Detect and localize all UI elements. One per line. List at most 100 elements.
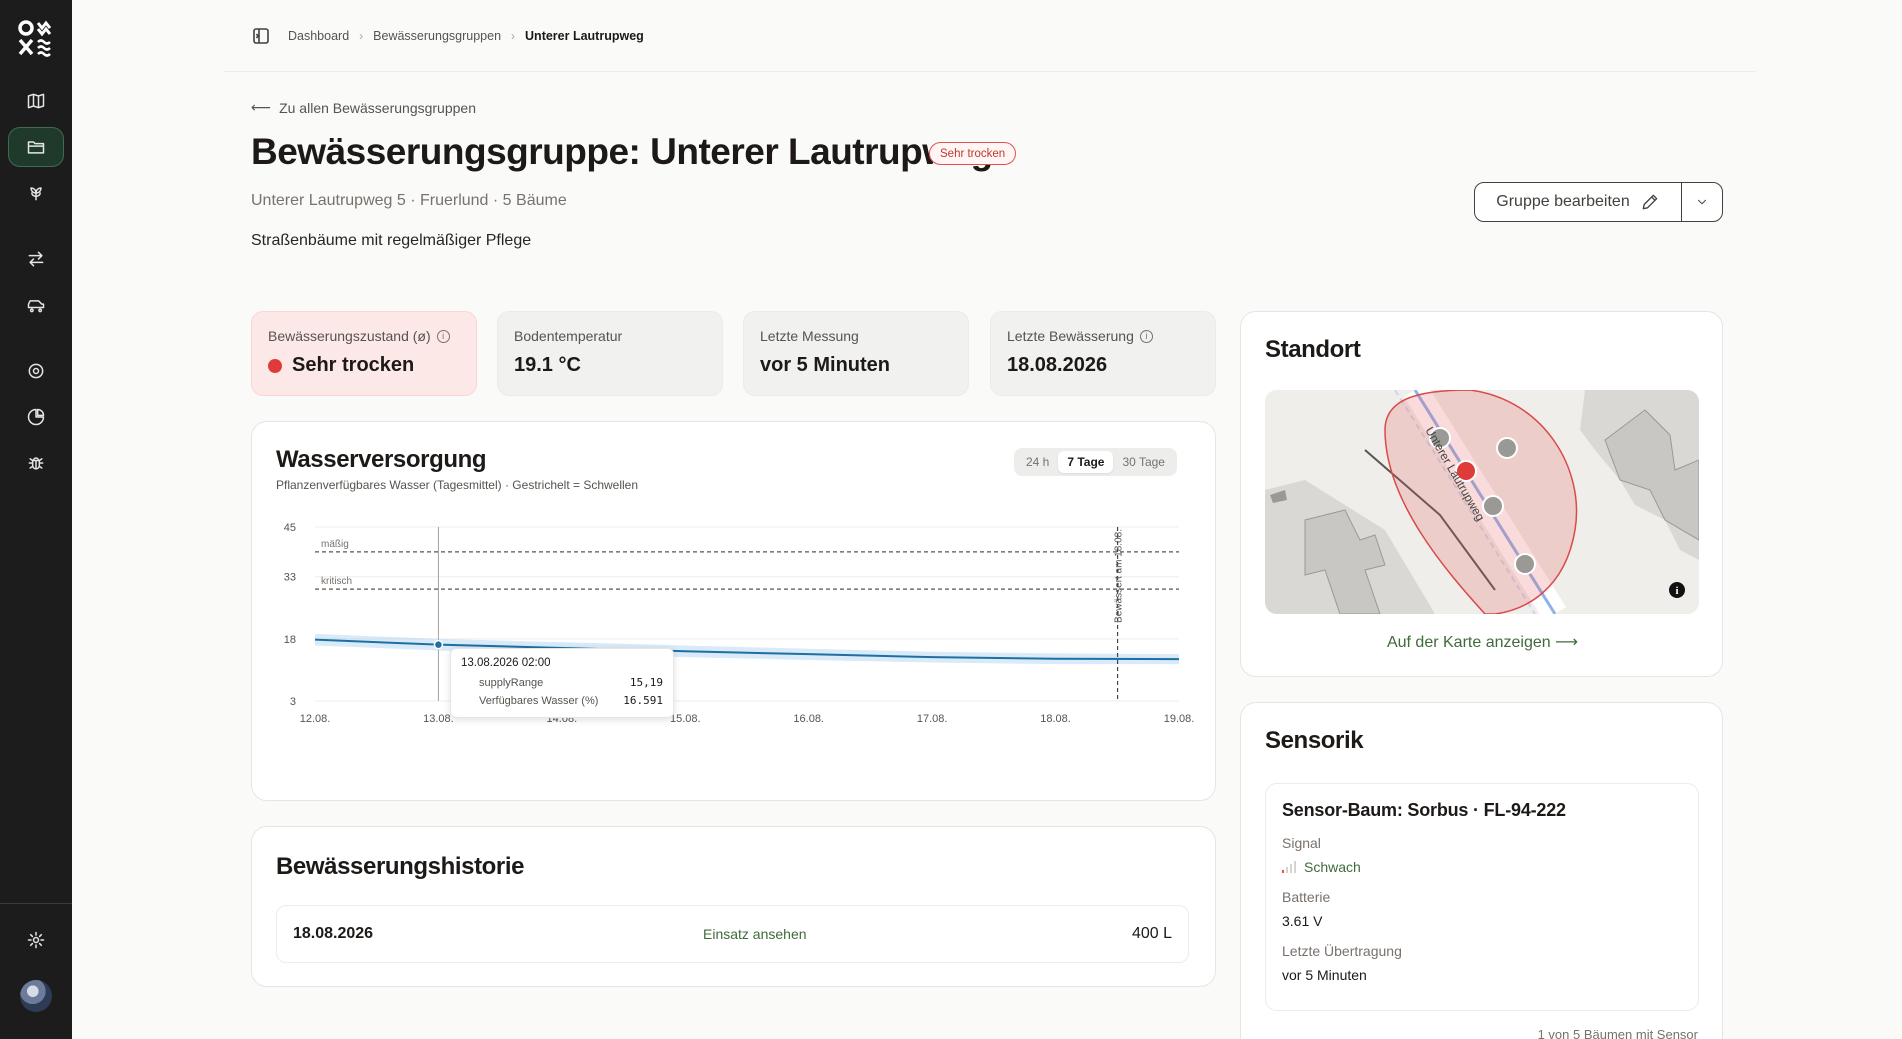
- target-icon: [28, 363, 44, 379]
- y-tick-label: 3: [290, 696, 296, 708]
- stat-value: Sehr trocken: [292, 354, 415, 376]
- edit-group-control: Gruppe bearbeiten: [1474, 182, 1723, 222]
- info-icon[interactable]: i: [436, 329, 450, 343]
- chart-title: Wasserversorgung: [276, 446, 487, 473]
- sensor-tree-panel: Sensor-Baum: Sorbus · FL-94-222 Signal S…: [1265, 783, 1699, 1011]
- show-on-map-label: Auf der Karte anzeigen: [1386, 634, 1551, 651]
- view-deployment-link[interactable]: Einsatz ansehen: [703, 926, 807, 942]
- history-row: 18.08.2026 Einsatz ansehen 400 L: [276, 905, 1189, 963]
- status-dot: [268, 358, 282, 373]
- info-icon[interactable]: i: [1139, 329, 1153, 343]
- history-amount: 400 L: [1131, 925, 1172, 942]
- chart-subtitle: Pflanzenverfügbares Wasser (Tagesmittel)…: [276, 478, 639, 492]
- chevron-right-icon: ›: [359, 29, 364, 43]
- page-title: Bewässerungsgruppe: Unterer Lautrupweg: [251, 131, 993, 172]
- threshold-label: mäßig: [321, 539, 349, 550]
- edit-group-button[interactable]: Gruppe bearbeiten: [1475, 183, 1682, 221]
- sensor-title: Sensorik: [1265, 727, 1364, 754]
- tooltip-row: supplyRange 15,19: [461, 674, 663, 692]
- edit-dropdown-button[interactable]: [1682, 183, 1722, 221]
- last-transmission-value: vor 5 Minuten: [1282, 967, 1367, 983]
- stat-value: vor 5 Minuten: [760, 354, 891, 376]
- range-tabs: 24 h 7 Tage 30 Tage: [1014, 448, 1177, 476]
- avatar[interactable]: [20, 980, 52, 1012]
- stat-label: Letzte Messung: [760, 328, 859, 344]
- sidebar-divider: [0, 903, 72, 904]
- battery-label: Batterie: [1282, 889, 1331, 905]
- tooltip-value: 15,19: [629, 676, 663, 689]
- stat-value: 18.08.2026: [1007, 354, 1108, 376]
- x-tick-label: 12.08.: [300, 713, 331, 725]
- chevron-down-icon: [1698, 199, 1706, 205]
- tooltip-label: Verfügbares Wasser (%): [479, 695, 599, 707]
- nav-vehicles-button[interactable]: [8, 285, 64, 325]
- tab-30-days[interactable]: 30 Tage: [1122, 455, 1165, 469]
- tooltip-date: 13.08.2026 02:00: [461, 657, 551, 669]
- tooltip-value: 16.591: [623, 694, 663, 707]
- page-subtitle: Unterer Lautrupweg 5 · Fruerlund · 5 Bäu…: [251, 192, 567, 209]
- chart-tooltip: 13.08.2026 02:00 supplyRange 15,19 Verfüg…: [450, 648, 674, 718]
- settings-icon: [27, 931, 45, 949]
- signal-value-row: Schwach: [1282, 859, 1682, 875]
- greenecity-logo[interactable]: [16, 18, 56, 58]
- nav-map-button[interactable]: [8, 81, 64, 121]
- stat-label: Letzte Bewässerung: [1007, 328, 1134, 344]
- tab-7-days[interactable]: 7 Tage: [1058, 451, 1114, 473]
- stat-last-watering: Letzte Bewässerung i 18.08.2026: [990, 311, 1216, 396]
- vehicle-icon: [27, 300, 45, 313]
- breadcrumb-dashboard[interactable]: Dashboard: [288, 29, 350, 43]
- show-on-map-link[interactable]: Auf der Karte anzeigen ⟶: [1241, 632, 1724, 652]
- back-link-label: Zu allen Bewässerungsgruppen: [279, 99, 476, 116]
- hover-point: [433, 639, 444, 650]
- edit-group-label: Gruppe bearbeiten: [1496, 193, 1630, 210]
- history-date: 18.08.2026: [293, 925, 374, 942]
- map-icon: [27, 93, 45, 109]
- sensor-footer: 1 von 5 Bäumen mit Sensor: [1537, 1027, 1698, 1039]
- pencil-icon: [1642, 194, 1658, 210]
- arrow-right-icon: ⟶: [1555, 634, 1579, 651]
- x-tick-label: 19.08.: [1164, 713, 1195, 725]
- history-title: Bewässerungshistorie: [276, 853, 525, 880]
- page-description: Straßenbäume mit regelmäßiger Pflege: [251, 232, 532, 249]
- arrow-left-icon: ⟵: [251, 99, 272, 115]
- tree-icon: [30, 187, 42, 201]
- breadcrumb-groups[interactable]: Bewässerungsgruppen: [373, 29, 502, 43]
- nav-trees-button[interactable]: [8, 173, 64, 213]
- nav-transfers-button[interactable]: [8, 239, 64, 279]
- signal-strength-icon: [1282, 861, 1296, 873]
- nav-debug-button[interactable]: [8, 443, 64, 483]
- stat-soil-temperature: Bodentemperatur 19.1 °C: [497, 311, 723, 396]
- breadcrumb-current: Unterer Lautrupweg: [525, 29, 644, 43]
- x-tick-label: 15.08.: [670, 713, 701, 725]
- svg-text:i: i: [1675, 585, 1678, 597]
- stat-label: Bewässerungszustand (ø): [268, 328, 431, 344]
- signal-value: Schwach: [1304, 859, 1361, 875]
- nav-settings-button[interactable]: [8, 920, 64, 960]
- location-card: Standort Unterer Lautrupweg i Auf der Ka…: [1240, 311, 1723, 677]
- panel-toggle-icon[interactable]: [252, 27, 270, 45]
- nav-watering-plans-button[interactable]: [8, 351, 64, 391]
- y-tick-label: 45: [284, 522, 296, 534]
- topbar: Dashboard › Bewässerungsgruppen › Untere…: [224, 0, 1756, 72]
- nav-groups-button[interactable]: [8, 127, 64, 167]
- chevron-right-icon: ›: [511, 29, 516, 43]
- back-link[interactable]: ⟵ Zu allen Bewässerungsgruppen: [251, 99, 476, 116]
- x-tick-label: 17.08.: [917, 713, 948, 725]
- water-supply-card: Wasserversorgung Pflanzenverfügbares Was…: [251, 421, 1216, 801]
- nav-evaluation-button[interactable]: [8, 397, 64, 437]
- sensor-card: Sensorik Sensor-Baum: Sorbus · FL-94-222…: [1240, 702, 1723, 1039]
- folder-icon: [27, 141, 45, 154]
- tab-24h[interactable]: 24 h: [1026, 455, 1050, 469]
- location-map[interactable]: Unterer Lautrupweg i: [1265, 390, 1699, 614]
- sidebar: [0, 0, 72, 1039]
- watering-history-card: Bewässerungshistorie 18.08.2026 Einsatz …: [251, 826, 1216, 987]
- signal-label: Signal: [1282, 835, 1321, 851]
- available-water-line: [314, 638, 1180, 661]
- y-tick-label: 18: [284, 634, 296, 646]
- status-badge: Sehr trocken: [929, 142, 1017, 165]
- sensor-tree-title[interactable]: Sensor-Baum: Sorbus · FL-94-222: [1282, 800, 1566, 820]
- bug-icon: [28, 457, 44, 470]
- x-tick-label: 16.08.: [793, 713, 824, 725]
- x-tick-label: 18.08.: [1040, 713, 1071, 725]
